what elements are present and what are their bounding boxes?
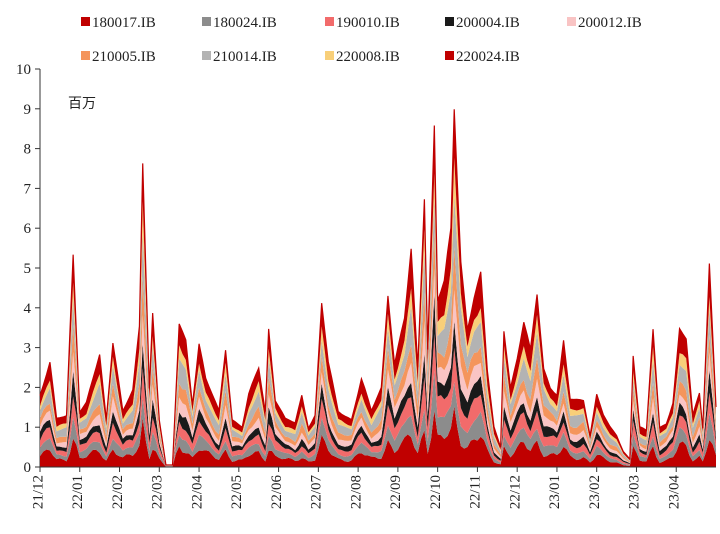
legend-label-180024.IB: 180024.IB [213, 15, 277, 31]
plot-area [39, 109, 717, 467]
y-tick-label: 1 [24, 420, 32, 436]
legend-label-180017.IB: 180017.IB [92, 15, 156, 31]
x-axis: 21/12 22/01 22/02 22/03 22/04 22/05 22/06 22/07… [30, 466, 716, 510]
legend: 180017.IB 180024.IB 190010.IB 200004.IB 2000… [81, 15, 642, 65]
y-tick-label: 9 [24, 102, 32, 118]
legend-label-210005.IB: 210005.IB [92, 49, 156, 65]
y-tick-label: 10 [16, 62, 31, 78]
y-tick-label: 0 [24, 460, 32, 476]
legend-swatch-200004.IB [445, 17, 454, 26]
legend-swatch-200012.IB [567, 17, 576, 26]
x-tick-label: 22/06 [269, 475, 285, 510]
unit-label: 百万 [68, 96, 96, 112]
y-tick-label: 7 [24, 181, 32, 197]
x-tick-label: 22/12 [507, 475, 523, 509]
area-series-210014.IB [40, 195, 716, 466]
y-tick-label: 2 [24, 380, 32, 396]
y-tick-label: 4 [24, 301, 32, 317]
legend-swatch-210014.IB [202, 51, 211, 60]
legend-swatch-220024.IB [445, 51, 454, 60]
x-tick-label: 22/10 [428, 475, 444, 509]
legend-label-200004.IB: 200004.IB [456, 15, 520, 31]
x-tick-label: 21/12 [30, 475, 46, 509]
x-tick-label: 22/09 [388, 475, 404, 509]
x-tick-label: 23/04 [666, 475, 682, 510]
x-tick-label: 22/03 [150, 475, 166, 509]
x-tick-label: 23/01 [547, 475, 563, 509]
legend-swatch-180024.IB [202, 17, 211, 26]
x-tick-label: 22/07 [309, 475, 325, 510]
y-tick-label: 8 [24, 142, 32, 158]
area-series-180024.IB [40, 370, 716, 467]
total-outline [39, 109, 717, 466]
x-tick-label: 22/04 [189, 475, 205, 510]
legend-swatch-220008.IB [325, 51, 334, 60]
x-tick-label: 22/05 [229, 475, 245, 509]
legend-label-200012.IB: 200012.IB [578, 15, 642, 31]
y-axis: 0 1 2 3 4 5 6 7 8 9 10 [16, 62, 41, 476]
legend-label-190010.IB: 190010.IB [336, 15, 400, 31]
x-tick-label: 22/08 [348, 475, 364, 509]
area-series-180017.IB [40, 406, 716, 467]
legend-swatch-190010.IB [325, 17, 334, 26]
legend-label-210014.IB: 210014.IB [213, 49, 277, 65]
legend-swatch-180017.IB [81, 17, 90, 26]
legend-label-220024.IB: 220024.IB [456, 49, 520, 65]
legend-swatch-210005.IB [81, 51, 90, 60]
x-tick-label: 23/02 [587, 475, 603, 509]
y-tick-label: 5 [24, 261, 32, 277]
y-tick-label: 6 [24, 221, 32, 237]
x-tick-label: 22/01 [70, 475, 86, 509]
x-tick-label: 22/11 [468, 475, 484, 509]
legend-label-220008.IB: 220008.IB [336, 49, 400, 65]
y-tick-label: 3 [24, 341, 32, 357]
x-tick-label: 23/03 [627, 475, 643, 509]
x-tick-label: 22/02 [110, 475, 126, 509]
